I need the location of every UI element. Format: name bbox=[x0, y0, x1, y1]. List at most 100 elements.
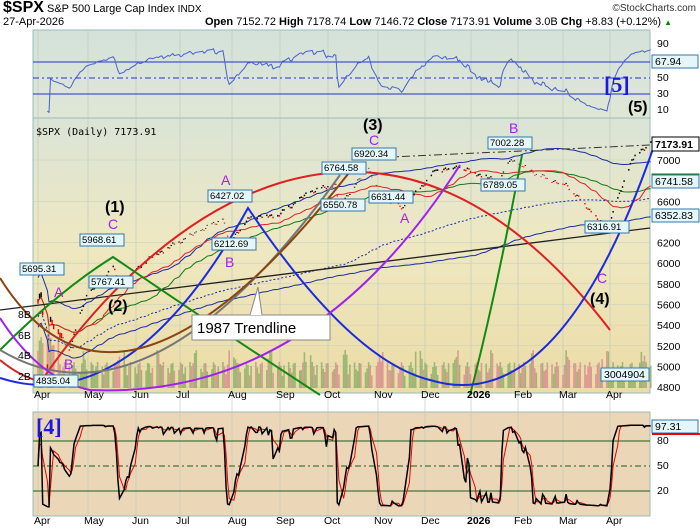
volume-bar bbox=[167, 367, 169, 388]
volume-bar bbox=[477, 369, 480, 388]
wave-c-label: C bbox=[108, 216, 118, 232]
volume-bar bbox=[280, 365, 282, 388]
volume-bar bbox=[523, 362, 525, 388]
volume-bar bbox=[302, 362, 304, 388]
chart-date: 27-Apr-2026 bbox=[3, 16, 65, 28]
volume-bar bbox=[543, 370, 545, 388]
volume-bar bbox=[400, 362, 403, 388]
volume-bar bbox=[139, 362, 141, 388]
volume-bar bbox=[399, 367, 401, 388]
x-tick-label: Sep bbox=[276, 389, 295, 401]
volume-bar bbox=[103, 374, 105, 388]
volume-bar bbox=[52, 344, 55, 388]
volume-bar bbox=[386, 362, 389, 388]
volume-bar bbox=[250, 366, 252, 388]
close-tag-value: 7173.91 bbox=[655, 139, 693, 151]
price-tick: 7000 bbox=[657, 155, 681, 167]
volume-bar bbox=[360, 363, 362, 388]
rsi-value-tag bbox=[651, 54, 699, 69]
x-tick-label: Mar bbox=[559, 515, 578, 527]
volume-bar bbox=[201, 372, 204, 388]
volume-bar bbox=[57, 337, 60, 388]
x-tick-label: Jul bbox=[176, 389, 189, 401]
volume-bar bbox=[281, 375, 284, 388]
volume-bar bbox=[391, 362, 393, 388]
volume-bar bbox=[46, 335, 49, 388]
volume-bar bbox=[259, 364, 262, 388]
volume-bar bbox=[392, 363, 395, 388]
volume-bar bbox=[182, 373, 185, 388]
volume-bar bbox=[513, 362, 516, 388]
x-tick-label: Jul bbox=[176, 515, 189, 527]
volume-bar bbox=[535, 372, 538, 388]
volume-bar bbox=[323, 371, 326, 388]
volume-bar bbox=[189, 362, 191, 388]
cycle-arc-purple bbox=[0, 164, 461, 392]
volume-bar bbox=[322, 368, 325, 388]
volume-bar bbox=[414, 351, 417, 388]
stoch-tick: 80 bbox=[657, 435, 669, 447]
volume-bar bbox=[584, 364, 586, 388]
volume-tick: 4B bbox=[18, 350, 31, 362]
volume-bar bbox=[184, 367, 187, 388]
source-credit[interactable]: ©StockCharts.com bbox=[612, 3, 696, 14]
rsi-tick: 30 bbox=[657, 88, 669, 100]
volume-bar bbox=[278, 362, 281, 388]
price-label: 6550.78 bbox=[323, 200, 357, 211]
wave-a-label: A bbox=[54, 284, 64, 300]
volume-bar bbox=[325, 363, 328, 388]
stoch-value: 97.31 bbox=[655, 421, 681, 433]
volume-bar bbox=[261, 362, 263, 388]
volume-bar bbox=[223, 366, 226, 388]
volume-bar bbox=[524, 365, 527, 388]
price-label: 5695.31 bbox=[22, 264, 56, 275]
volume-bar bbox=[342, 354, 345, 388]
volume-bar bbox=[81, 363, 83, 388]
wave-c-label: C bbox=[597, 270, 607, 286]
x-tick-label: Nov bbox=[374, 389, 393, 401]
volume-bar bbox=[294, 362, 296, 388]
volume-bar bbox=[96, 362, 99, 388]
price-panel-title: $SPX (Daily) 7173.91 bbox=[36, 127, 156, 138]
volume-bar bbox=[104, 364, 107, 388]
volume-value-tag bbox=[600, 367, 650, 382]
volume-bar bbox=[490, 350, 492, 388]
volume-bar bbox=[193, 352, 196, 388]
rsi-value: 67.94 bbox=[655, 56, 681, 68]
volume-bar bbox=[237, 363, 240, 388]
volume-bar bbox=[410, 362, 412, 388]
volume-bar bbox=[113, 363, 116, 388]
volume-bar bbox=[468, 366, 470, 388]
volume-bar bbox=[40, 337, 42, 388]
volume-bar bbox=[134, 367, 136, 388]
volume-bar bbox=[289, 368, 292, 388]
volume-bar bbox=[563, 364, 566, 388]
volume-bar bbox=[530, 353, 533, 388]
wave-b-label: B bbox=[64, 356, 73, 372]
rsi-count-label: [5] bbox=[604, 72, 630, 97]
volume-bar bbox=[334, 362, 337, 388]
wave-5-label: (5) bbox=[628, 99, 648, 116]
volume-bar bbox=[566, 356, 569, 388]
volume-bar bbox=[344, 350, 346, 388]
volume-value: 3004904 bbox=[604, 369, 645, 381]
wave-3-label: (3) bbox=[363, 117, 383, 134]
volume-bar bbox=[161, 365, 163, 388]
stoch-tick: 50 bbox=[657, 460, 669, 472]
price-label: 6789.05 bbox=[483, 180, 517, 191]
volume-bar bbox=[266, 370, 268, 388]
x-tick-label: Sep bbox=[276, 515, 295, 527]
volume-bar bbox=[446, 371, 448, 388]
volume-bar bbox=[305, 361, 307, 388]
volume-bar bbox=[447, 363, 450, 388]
volume-bar bbox=[369, 365, 372, 388]
volume-bar bbox=[101, 366, 104, 388]
volume-bar bbox=[236, 363, 238, 388]
volume-bar bbox=[106, 362, 108, 388]
volume-bar bbox=[551, 364, 553, 388]
volume-bar bbox=[375, 365, 378, 388]
volume-bar bbox=[173, 370, 176, 388]
volume-bar bbox=[554, 367, 556, 388]
volume-tick: 8B bbox=[18, 309, 31, 321]
volume-bar bbox=[353, 362, 356, 388]
